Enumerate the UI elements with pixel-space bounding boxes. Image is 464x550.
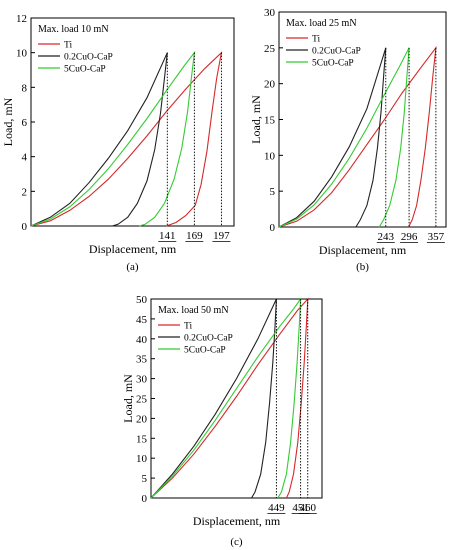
legend-entry: 0.2CuO-CaP bbox=[64, 53, 113, 63]
y-tick-label: 10 bbox=[16, 48, 28, 60]
series-line-3 bbox=[150, 297, 302, 499]
y-tick-label: 0 bbox=[22, 221, 28, 233]
max-depth-label: 169 bbox=[186, 230, 203, 242]
y-tick-label: 5 bbox=[270, 186, 276, 198]
chart-panel-2: 0 5 10 15 20 25 30 Load, mN Max. load 25 mN 243 29… bbox=[249, 7, 447, 273]
y-tick-label: 40 bbox=[136, 334, 148, 346]
legend: Ti 0.2CuO-CaP 5CuO-CaP bbox=[38, 41, 113, 75]
max-depth-label: 296 bbox=[401, 231, 418, 243]
y-tick-label: 20 bbox=[264, 79, 276, 91]
y-tick-label: 50 bbox=[136, 294, 148, 306]
y-tick-label: 5 bbox=[142, 473, 148, 485]
legend-entry: 5CuO-CaP bbox=[312, 59, 354, 69]
chart-title: Max. load 10 mN bbox=[38, 24, 109, 35]
panel-label: (c) bbox=[230, 536, 243, 548]
y-tick-label: 30 bbox=[264, 7, 276, 19]
legend-entry: 5CuO-CaP bbox=[64, 65, 106, 75]
legend: Ti 0.2CuO-CaP 5CuO-CaP bbox=[158, 322, 233, 356]
y-tick-label: 6 bbox=[22, 117, 28, 129]
max-depth-label: 460 bbox=[300, 502, 317, 514]
y-axis-label: Load, mN bbox=[1, 97, 15, 146]
y-tick-label: 35 bbox=[136, 354, 148, 366]
max-depth-label: 141 bbox=[159, 230, 176, 242]
panel-label: (b) bbox=[356, 261, 369, 273]
y-axis-label: Load, mN bbox=[249, 95, 263, 144]
max-depth-label: 357 bbox=[428, 231, 445, 243]
y-tick-label: 15 bbox=[136, 433, 148, 445]
series-line-3 bbox=[30, 50, 196, 227]
x-axis-label: Displacement, nm bbox=[89, 242, 177, 256]
legend: Ti 0.2CuO-CaP 5CuO-CaP bbox=[286, 35, 361, 69]
series-line-1 bbox=[150, 297, 309, 499]
y-tick-label: 10 bbox=[264, 150, 276, 162]
series-line-1 bbox=[30, 51, 223, 227]
legend-entry: 0.2CuO-CaP bbox=[184, 334, 233, 344]
y-tick-label: 25 bbox=[264, 43, 276, 55]
max-depth-label: 449 bbox=[268, 502, 285, 514]
y-tick-label: 2 bbox=[22, 186, 28, 198]
chart-panel-3: 0 5 10 15 20 25 30 35 40 45 50 Load, mN Max. load 50… bbox=[121, 294, 323, 548]
chart-panel-1: 0 2 4 6 8 10 12 Load, mN Max. load 10 mN 141 169 19… bbox=[1, 13, 235, 273]
chart-title: Max. load 50 mN bbox=[158, 305, 229, 316]
y-tick-label: 25 bbox=[136, 394, 148, 406]
max-depth-label: 197 bbox=[213, 230, 230, 242]
legend-entry: 5CuO-CaP bbox=[184, 346, 226, 356]
series-line-1 bbox=[278, 45, 437, 228]
y-tick-label: 20 bbox=[136, 413, 148, 425]
y-tick-label: 0 bbox=[142, 493, 148, 505]
x-axis-label: Displacement, nm bbox=[193, 514, 281, 528]
legend-entry: Ti bbox=[312, 35, 320, 45]
y-tick-label: 30 bbox=[136, 374, 148, 386]
y-tick-label: 8 bbox=[22, 82, 28, 94]
series-line-2 bbox=[150, 298, 277, 499]
series-line-2 bbox=[278, 47, 387, 228]
y-axis-label: Load, mN bbox=[121, 374, 135, 423]
panel-label: (a) bbox=[126, 261, 139, 273]
chart-title: Max. load 25 mN bbox=[286, 18, 357, 29]
legend-entry: Ti bbox=[64, 41, 72, 51]
y-tick-label: 15 bbox=[264, 115, 276, 127]
x-axis-label: Displacement, nm bbox=[319, 243, 407, 257]
legend-entry: 0.2CuO-CaP bbox=[312, 47, 361, 57]
max-depth-label: 451 bbox=[292, 502, 309, 514]
y-tick-label: 0 bbox=[270, 222, 276, 234]
y-tick-label: 10 bbox=[136, 453, 148, 465]
max-depth-label: 243 bbox=[378, 231, 395, 243]
y-tick-label: 12 bbox=[16, 13, 27, 25]
series-line-3 bbox=[278, 47, 410, 228]
y-tick-label: 4 bbox=[22, 152, 28, 164]
y-tick-label: 45 bbox=[136, 314, 148, 326]
series-line-2 bbox=[30, 52, 168, 227]
legend-entry: Ti bbox=[184, 322, 192, 332]
